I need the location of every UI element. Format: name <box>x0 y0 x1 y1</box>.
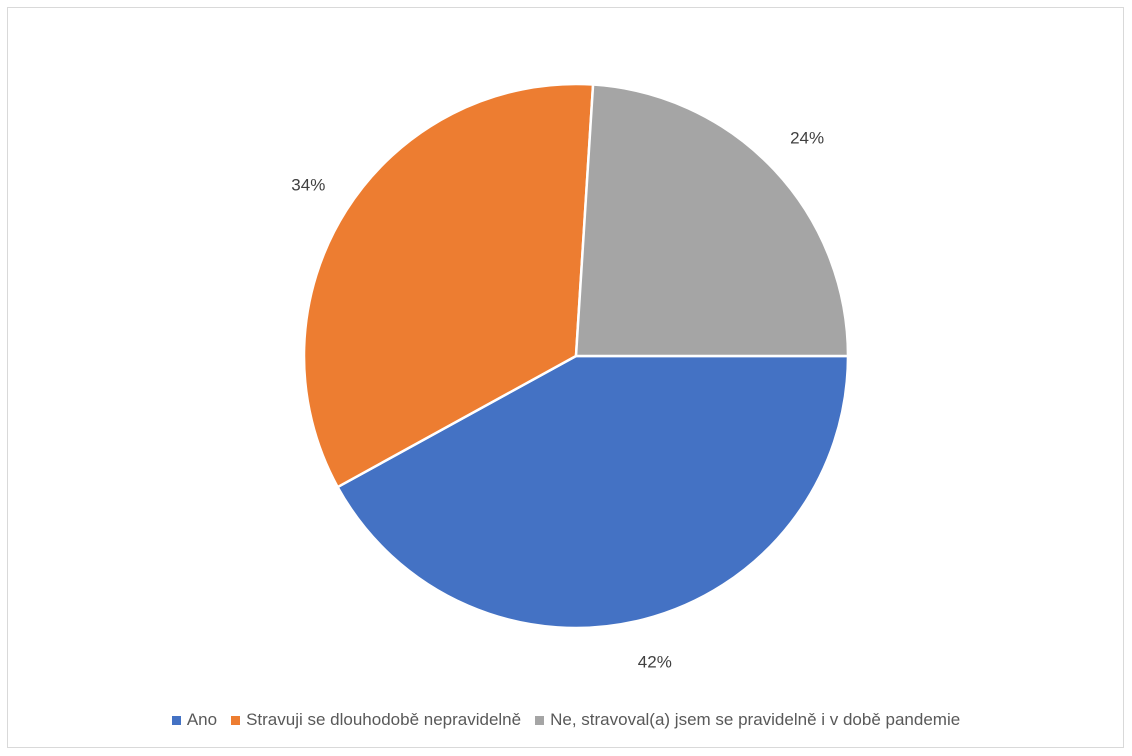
pie-chart: 42% 34% 24% <box>291 82 850 671</box>
chart-legend: Ano Stravuji se dlouhodobě nepravidelně Ne… <box>0 704 1132 736</box>
legend-swatch-icon <box>171 715 181 725</box>
pie-slice-3 <box>574 83 850 358</box>
legend-label: Ne, stravoval(a) jsem se pravidelně i v … <box>550 710 961 729</box>
pie-data-labels: 42% 34% 24% <box>291 128 824 671</box>
legend-swatch-icon <box>231 715 241 725</box>
legend-label: Ano <box>186 710 218 729</box>
data-label-1: 42% <box>638 652 672 671</box>
legend-label: Stravuji se dlouhodobě nepravidelně <box>246 710 522 729</box>
legend-item-3: Ne, stravoval(a) jsem se pravidelně i v … <box>535 710 960 730</box>
legend-item-1: Ano <box>171 710 218 730</box>
pie-slices <box>302 82 850 630</box>
legend-swatch-icon <box>535 715 545 725</box>
data-label-2: 34% <box>291 176 325 195</box>
data-label-3: 24% <box>790 128 824 147</box>
pie-slice-2 <box>302 82 595 489</box>
legend-item-2: Stravuji se dlouhodobě nepravidelně <box>231 710 521 730</box>
pie-slice-1 <box>336 354 850 630</box>
